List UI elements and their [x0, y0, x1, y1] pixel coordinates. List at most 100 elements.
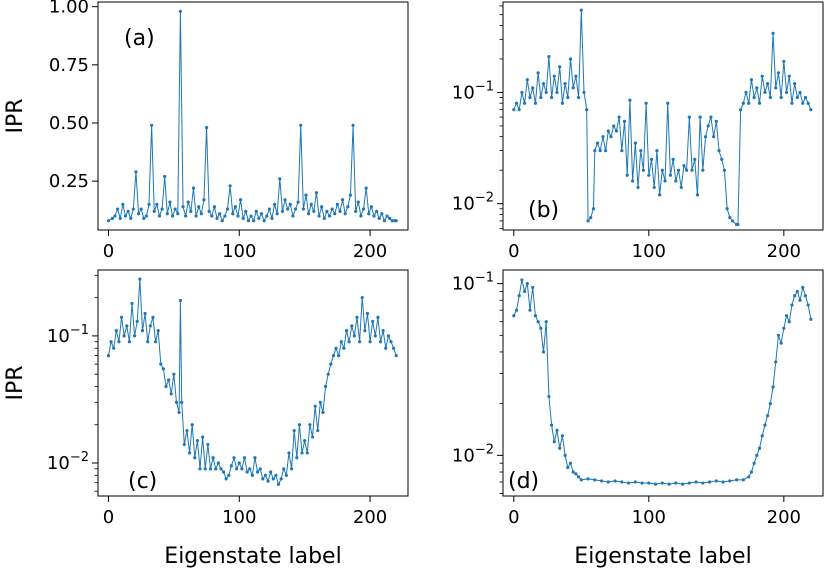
- data-point: [211, 456, 215, 460]
- data-point: [212, 205, 217, 209]
- data-point: [787, 320, 791, 324]
- data-point: [714, 479, 718, 483]
- data-point: [720, 157, 724, 162]
- data-point: [809, 108, 813, 112]
- data-point: [582, 90, 586, 95]
- data-point: [660, 168, 664, 172]
- data-point: [134, 170, 138, 174]
- data-point: [560, 101, 565, 105]
- data-point: [717, 149, 721, 153]
- data-point: [367, 212, 371, 216]
- data-point: [593, 478, 597, 482]
- data-point: [190, 423, 194, 427]
- data-point: [278, 177, 282, 181]
- data-point: [330, 207, 334, 211]
- data-point: [512, 314, 516, 318]
- data-point: [292, 428, 296, 433]
- axes-frame: [97, 269, 409, 497]
- data-point: [223, 214, 227, 218]
- data-point: [329, 362, 333, 366]
- data-point: [523, 101, 527, 105]
- x-tick-label: 0: [508, 507, 519, 528]
- data-point: [668, 173, 673, 177]
- data-point: [725, 207, 729, 211]
- data-point: [156, 329, 160, 333]
- data-point: [747, 475, 751, 479]
- data-point: [203, 467, 207, 471]
- data-point: [267, 207, 271, 211]
- data-point: [613, 479, 617, 483]
- data-point: [541, 82, 546, 86]
- data-point: [274, 473, 278, 477]
- data-point: [682, 163, 686, 168]
- panel-b: 0 100 200 10−2 10−1 (b): [452, 1, 824, 262]
- data-point: [568, 57, 573, 61]
- data-point: [793, 294, 797, 298]
- y-tick-label: 0.25: [49, 171, 89, 192]
- data-point: [304, 193, 308, 197]
- data-point: [275, 212, 279, 216]
- data-point: [177, 410, 181, 415]
- data-point: [187, 451, 192, 455]
- data-point: [694, 480, 698, 484]
- panel-d: 0 100 200 10−2 10−1 (d) Eigenstate label: [452, 269, 824, 569]
- data-point: [180, 400, 184, 404]
- data-point: [586, 477, 590, 481]
- x-tick-label: 0: [103, 241, 114, 262]
- y-tick-label: 0.50: [49, 113, 89, 134]
- data-point: [612, 124, 616, 128]
- data-point: [698, 115, 702, 119]
- data-point: [798, 298, 802, 302]
- data-point: [220, 219, 224, 223]
- y-tick-label: 10−1: [47, 323, 89, 347]
- data-point: [574, 472, 578, 476]
- data-point: [531, 285, 535, 290]
- data-point: [207, 209, 211, 213]
- panel-label: (b): [528, 198, 559, 223]
- data-point: [338, 209, 342, 213]
- data-point: [314, 191, 319, 195]
- data-point: [333, 212, 337, 216]
- data-point: [221, 470, 226, 474]
- data-point: [760, 434, 764, 438]
- data-point: [300, 451, 304, 455]
- series-line: [513, 9, 812, 225]
- data-point: [356, 200, 360, 204]
- data-point: [316, 428, 320, 433]
- data-point: [317, 214, 321, 218]
- data-point: [636, 185, 640, 190]
- panel-label: (c): [128, 469, 157, 494]
- data-point: [325, 209, 329, 213]
- data-point: [208, 467, 213, 471]
- data-point: [381, 329, 385, 333]
- data-point: [173, 207, 177, 211]
- data-point: [520, 90, 524, 95]
- data-point: [712, 135, 716, 139]
- data-point: [122, 334, 126, 338]
- data-point: [287, 451, 291, 455]
- data-point: [150, 123, 154, 127]
- data-point: [299, 123, 303, 127]
- data-point: [679, 185, 683, 190]
- data-point: [355, 315, 359, 319]
- data-point: [270, 216, 274, 220]
- data-point: [340, 198, 345, 202]
- axes-frame: [502, 1, 824, 231]
- data-point: [803, 294, 808, 298]
- data-point: [544, 320, 548, 324]
- data-point: [709, 115, 713, 119]
- data-point: [276, 482, 281, 486]
- data-point: [164, 384, 168, 389]
- data-point: [361, 207, 366, 211]
- data-point: [809, 317, 813, 321]
- data-point: [218, 212, 222, 216]
- data-point: [313, 404, 317, 408]
- data-point: [563, 453, 567, 457]
- data-point: [151, 315, 155, 319]
- data-point: [550, 95, 554, 100]
- data-point: [210, 214, 214, 218]
- data-point: [252, 219, 256, 223]
- data-point: [666, 101, 670, 105]
- data-point: [286, 207, 290, 211]
